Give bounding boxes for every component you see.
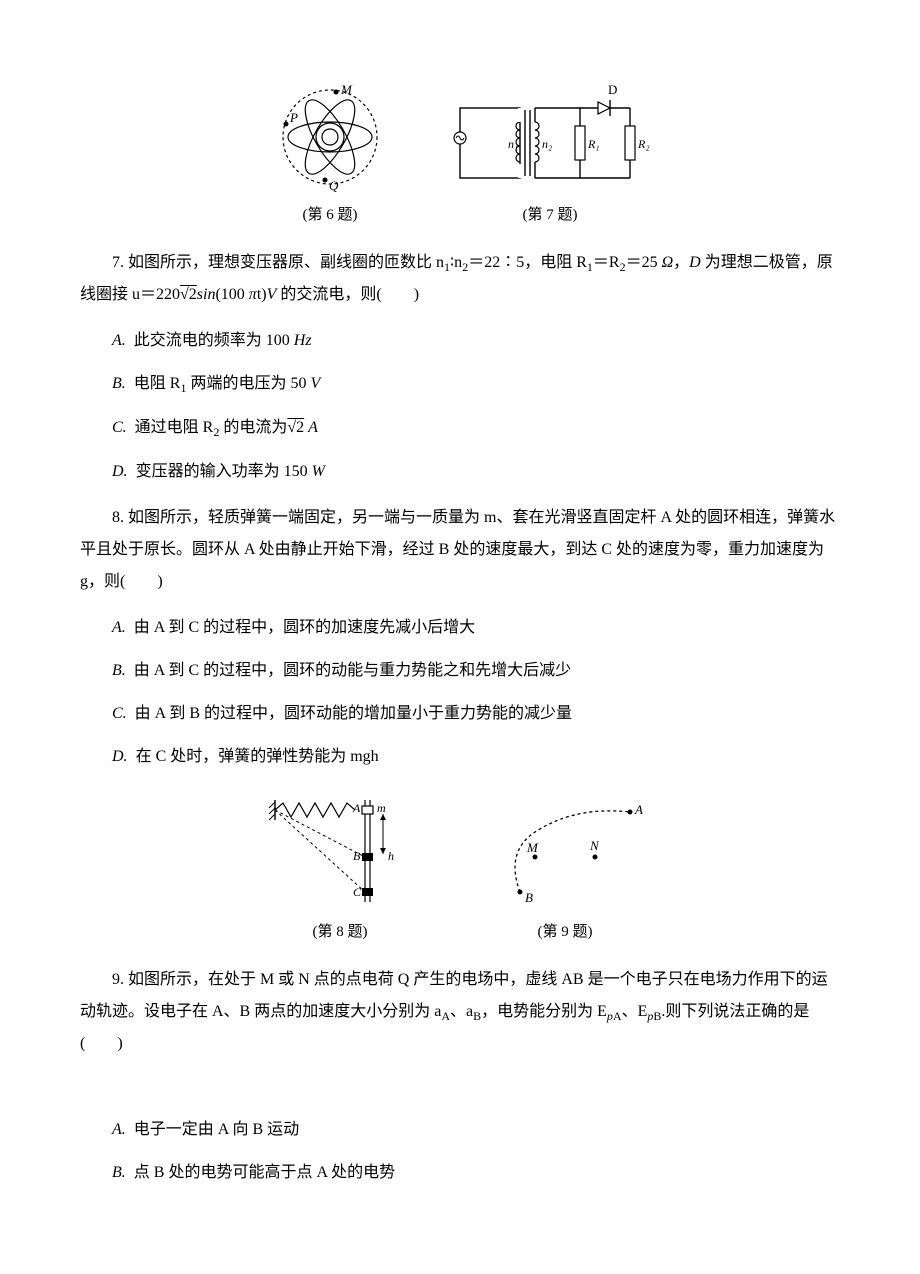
figures-row-6-7: P M Q (第 6 题) n₁ n₂ — [80, 80, 840, 227]
q7-option-D: D. 变压器的输入功率为 150 W — [80, 458, 840, 487]
caption-8: (第 8 题) — [313, 920, 368, 944]
figure-6-svg: P M Q — [270, 80, 390, 195]
label-B-9: B — [525, 890, 533, 905]
label-A-8: A — [352, 801, 361, 815]
figure-8-svg: A m B C h — [265, 792, 415, 912]
figures-row-8-9: A m B C h (第 8 题) A B M N (第 9 题) — [80, 792, 840, 944]
label-n2: n₂ — [542, 137, 552, 151]
q8-D-text: 在 C 处时，弹簧的弹性势能为 mgh — [136, 748, 379, 765]
label-M-9: M — [526, 840, 539, 855]
figure-9-svg: A B M N — [475, 792, 655, 912]
caption-9: (第 9 题) — [538, 920, 593, 944]
q7-option-B: B. 电阻 R1 两端的电压为 50 V — [80, 370, 840, 400]
label-n1: n₁ — [508, 137, 518, 151]
q8-B-text: 由 A 到 C 的过程中，圆环的动能与重力势能之和先增大后减少 — [134, 662, 571, 679]
q9-B-text: 点 B 处的电势可能高于点 A 处的电势 — [134, 1164, 395, 1181]
label-M: M — [340, 82, 353, 97]
q8-stem: 8. 如图所示，轻质弹簧一端固定，另一端与一质量为 m、套在光滑竖直固定杆 A … — [80, 502, 840, 598]
label-B-8: B — [353, 849, 361, 863]
q7-stem: 7. 如图所示，理想变压器原、副线圈的匝数比 n1∶n2＝22∶5，电阻 R1＝… — [80, 247, 840, 311]
q8-option-D: D. 在 C 处时，弹簧的弹性势能为 mgh — [80, 743, 840, 772]
q7-option-A: A. 此交流电的频率为 100 Hz — [80, 327, 840, 356]
caption-7: (第 7 题) — [523, 203, 578, 227]
label-R2: R₂ — [637, 137, 650, 151]
q8-option-C: C. 由 A 到 B 的过程中，圆环动能的增加量小于重力势能的减少量 — [80, 700, 840, 729]
figure-block-9: A B M N (第 9 题) — [475, 792, 655, 944]
figure-block-7: n₁ n₂ R₁ R₂ D — [450, 80, 650, 227]
q8-option-B: B. 由 A 到 C 的过程中，圆环的动能与重力势能之和先增大后减少 — [80, 657, 840, 686]
label-R1: R₁ — [587, 137, 600, 151]
q9-option-A: A. 电子一定由 A 向 B 运动 — [80, 1116, 840, 1145]
label-C-8: C — [353, 885, 362, 899]
figure-7-svg: n₁ n₂ R₁ R₂ D — [450, 80, 650, 195]
label-P: P — [289, 110, 298, 125]
label-Q: Q — [329, 178, 339, 193]
label-h-8: h — [388, 849, 394, 863]
label-A-9: A — [634, 802, 643, 817]
figure-block-8: A m B C h (第 8 题) — [265, 792, 415, 944]
q9-A-text: 电子一定由 A 向 B 运动 — [134, 1121, 299, 1138]
q8-option-A: A. 由 A 到 C 的过程中，圆环的加速度先减小后增大 — [80, 614, 840, 643]
q8-C-text: 由 A 到 B 的过程中，圆环动能的增加量小于重力势能的减少量 — [135, 705, 572, 722]
q7-option-C: C. 通过电阻 R2 的电流为√2 A — [80, 414, 840, 444]
label-N-9: N — [589, 838, 600, 853]
q9-option-B: B. 点 B 处的电势可能高于点 A 处的电势 — [80, 1159, 840, 1188]
caption-6: (第 6 题) — [303, 203, 358, 227]
label-D: D — [608, 82, 617, 97]
figure-block-6: P M Q (第 6 题) — [270, 80, 390, 227]
label-m-8: m — [377, 801, 386, 815]
q8-A-text: 由 A 到 C 的过程中，圆环的加速度先减小后增大 — [134, 619, 475, 636]
q9-stem: 9. 如图所示，在处于 M 或 N 点的点电荷 Q 产生的电场中，虚线 AB 是… — [80, 964, 840, 1060]
